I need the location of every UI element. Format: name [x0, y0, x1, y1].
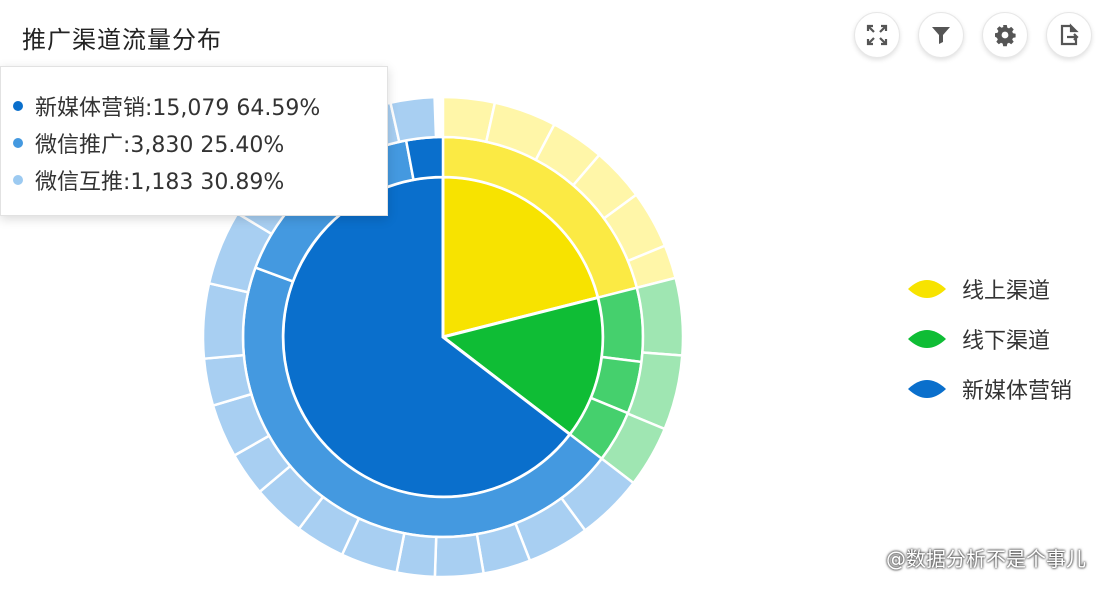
watermark: @数据分析不是个事儿	[886, 547, 1086, 571]
legend-label: 新媒体营销	[962, 379, 1073, 404]
tooltip-row: 微信互推:1,183 30.89%	[13, 161, 387, 198]
legend-label: 线下渠道	[962, 329, 1051, 354]
export-icon	[1060, 23, 1079, 46]
sunburst-segment-level2[interactable]	[596, 286, 645, 364]
chart-title: 推广渠道流量分布	[22, 26, 222, 54]
export-button[interactable]	[1046, 12, 1092, 58]
tooltip-dot	[13, 174, 23, 185]
settings-button[interactable]	[982, 12, 1028, 58]
fullscreen-button[interactable]	[854, 12, 900, 58]
filter-button[interactable]	[918, 12, 964, 58]
tooltip-dot	[13, 137, 23, 148]
tooltip-dot	[13, 100, 23, 111]
legend-marker	[908, 330, 946, 348]
legend-item-online[interactable]: 线上渠道	[906, 264, 1072, 314]
tooltip-text: 微信互推:1,183 30.89%	[35, 169, 285, 195]
sunburst-segment-level3[interactable]	[635, 276, 685, 357]
legend-marker	[908, 280, 946, 298]
chart-legend: 线上渠道 线下渠道 新媒体营销	[906, 264, 1072, 414]
tooltip-row: 新媒体营销:15,079 64.59%	[13, 87, 387, 124]
sunburst-segment-level2[interactable]	[404, 135, 445, 182]
expand-icon	[866, 24, 888, 46]
tooltip-text: 微信推广:3,830 25.40%	[35, 132, 285, 158]
tooltip-row: 微信推广:3,830 25.40%	[13, 124, 387, 161]
legend-item-new-media[interactable]: 新媒体营销	[906, 364, 1072, 414]
sunburst-segment-level3[interactable]	[389, 95, 438, 144]
legend-label: 线上渠道	[962, 279, 1051, 304]
sunburst-segment-level3[interactable]	[433, 532, 486, 579]
tooltip-text: 新媒体营销:15,079 64.59%	[35, 95, 321, 121]
legend-item-offline[interactable]: 线下渠道	[906, 314, 1072, 364]
sunburst-segment-level3[interactable]	[201, 281, 250, 361]
filter-icon	[932, 27, 950, 44]
gear-icon	[995, 25, 1016, 47]
toolbar	[854, 12, 1092, 58]
chart-tooltip: 新媒体营销:15,079 64.59% 微信推广:3,830 25.40% 微信…	[0, 66, 388, 216]
legend-marker	[908, 380, 946, 398]
